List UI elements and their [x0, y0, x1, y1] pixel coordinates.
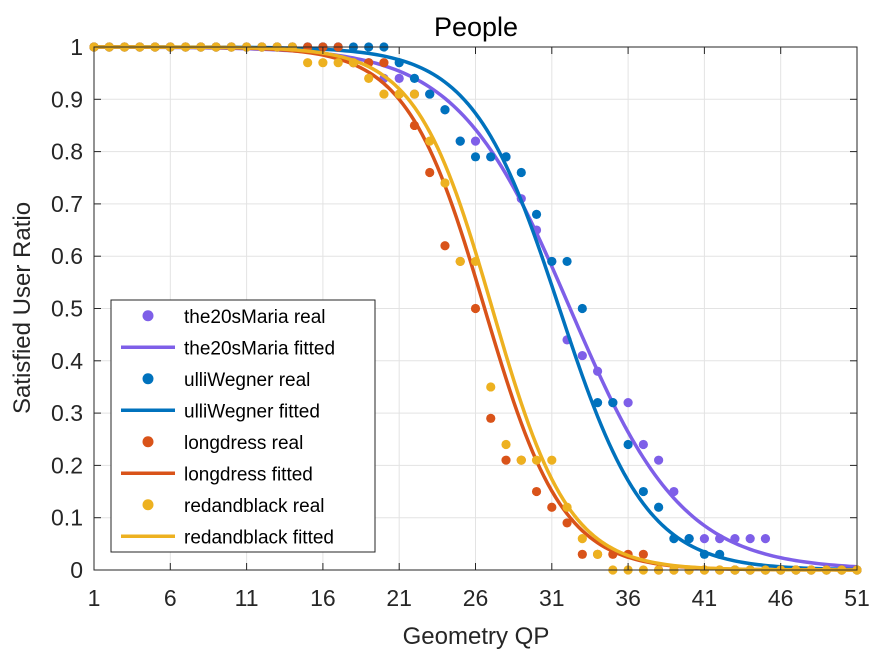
ulliwegner-real-point	[654, 502, 664, 512]
y-tick-label: 0.3	[51, 400, 83, 426]
legend-swatch-the20smaria-real	[142, 310, 154, 322]
legend-label: redandblack real	[184, 496, 324, 517]
redandblack-real-point	[364, 73, 374, 83]
the20smaria-real-point	[760, 534, 771, 544]
y-tick-label: 0.7	[51, 191, 83, 217]
redandblack-real-point	[379, 89, 389, 99]
redandblack-real-point	[516, 455, 526, 465]
legend-label: longdress fitted	[184, 464, 313, 485]
the20smaria-real-point	[654, 455, 664, 465]
longdress-real-point	[577, 549, 587, 559]
longdress-real-point	[425, 167, 435, 178]
longdress-real-point	[440, 241, 450, 251]
redandblack-real-point	[592, 549, 603, 559]
ulliwegner-real-point	[684, 534, 694, 544]
x-tick-label: 1	[88, 585, 101, 611]
longdress-real-point	[562, 518, 572, 528]
redandblack-real-point	[440, 178, 450, 188]
y-tick-label: 0.4	[51, 348, 83, 374]
ulliwegner-real-point	[547, 256, 557, 267]
y-tick-label: 0.1	[51, 505, 83, 531]
ulliwegner-real-point	[577, 303, 587, 314]
y-tick-label: 0.5	[51, 296, 83, 322]
x-tick-label: 21	[386, 585, 412, 611]
ulliwegner-real-point	[409, 73, 420, 83]
the20smaria-real-point	[699, 534, 710, 544]
legend-swatch-ulliwegner-real	[142, 373, 154, 385]
legend: the20sMaria real the20sMaria fitted ulliWe…	[110, 299, 376, 553]
ulliwegner-real-point	[455, 136, 465, 146]
ulliwegner-real-point	[623, 439, 633, 450]
ulliwegner-real-point	[486, 152, 496, 162]
the20smaria-real-point	[577, 350, 587, 361]
x-axis-label: Geometry QP	[403, 623, 550, 650]
x-tick-label: 31	[539, 585, 565, 611]
y-tick-label: 0.8	[51, 139, 83, 165]
y-tick-label: 0.9	[51, 86, 83, 112]
legend-swatch-redandblack-real	[142, 499, 154, 511]
legend-label: redandblack fitted	[184, 527, 334, 548]
redandblack-real-point	[333, 58, 343, 68]
x-tick-label: 26	[463, 585, 489, 611]
y-tick-label: 0	[70, 557, 83, 583]
x-tick-label: 46	[768, 585, 794, 611]
redandblack-real-point	[547, 455, 557, 465]
redandblack-real-point	[303, 58, 313, 68]
legend-label: ulliWegner fitted	[184, 401, 320, 422]
x-tick-label: 6	[164, 585, 177, 611]
redandblack-real-point	[501, 439, 511, 450]
longdress-real-point	[638, 549, 648, 559]
y-tick-label: 1	[70, 34, 83, 60]
longdress-real-point	[470, 303, 481, 314]
x-tick-label: 11	[235, 585, 259, 611]
the20smaria-real-point	[623, 398, 633, 408]
redandblack-real-point	[455, 256, 465, 267]
ulliwegner-real-point	[592, 398, 603, 408]
longdress-real-point	[547, 502, 557, 512]
ulliwegner-real-point	[608, 398, 618, 408]
redandblack-real-point	[318, 58, 328, 68]
ulliwegner-real-point	[531, 209, 542, 219]
y-tick-label: 0.2	[51, 452, 83, 478]
legend-label: ulliWegner real	[184, 370, 310, 391]
redandblack-real-point	[486, 382, 496, 392]
ticks: 1 6 11 16 21 26 31 36 41 46 5100.10.20.30.40.50.60…	[51, 34, 870, 611]
redandblack-real-point	[577, 534, 587, 544]
legend-label: longdress real	[184, 433, 303, 454]
the20smaria-real-point	[638, 439, 648, 450]
legend-box	[110, 299, 376, 553]
longdress-real-point	[379, 58, 389, 68]
y-axis-label: Satisfied User Ratio	[9, 202, 36, 414]
x-tick-label: 36	[615, 585, 641, 611]
longdress-real-point	[531, 486, 542, 497]
ulliwegner-real-point	[638, 486, 648, 497]
chart-title: People	[434, 12, 518, 42]
longdress-real-point	[486, 413, 496, 423]
the20smaria-real-point	[470, 136, 481, 146]
ulliwegner-real-point	[440, 105, 450, 115]
legend-swatch-longdress-real	[142, 436, 154, 448]
ulliwegner-real-point	[470, 152, 481, 162]
x-tick-label: 51	[844, 585, 870, 611]
ulliwegner-real-point	[562, 256, 572, 267]
the20smaria-real-point	[745, 534, 755, 544]
ulliwegner-real-point	[516, 167, 526, 178]
legend-label: the20sMaria real	[184, 307, 326, 328]
redandblack-real-point	[531, 455, 542, 465]
redandblack-real-point	[409, 89, 420, 99]
longdress-real-point	[501, 455, 511, 465]
x-tick-label: 16	[310, 585, 336, 611]
legend-label: the20sMaria fitted	[184, 338, 335, 359]
x-tick-label: 41	[692, 585, 718, 611]
ulliwegner-real-point	[425, 89, 435, 99]
y-tick-label: 0.6	[51, 243, 83, 269]
the20smaria-real-point	[394, 73, 404, 83]
